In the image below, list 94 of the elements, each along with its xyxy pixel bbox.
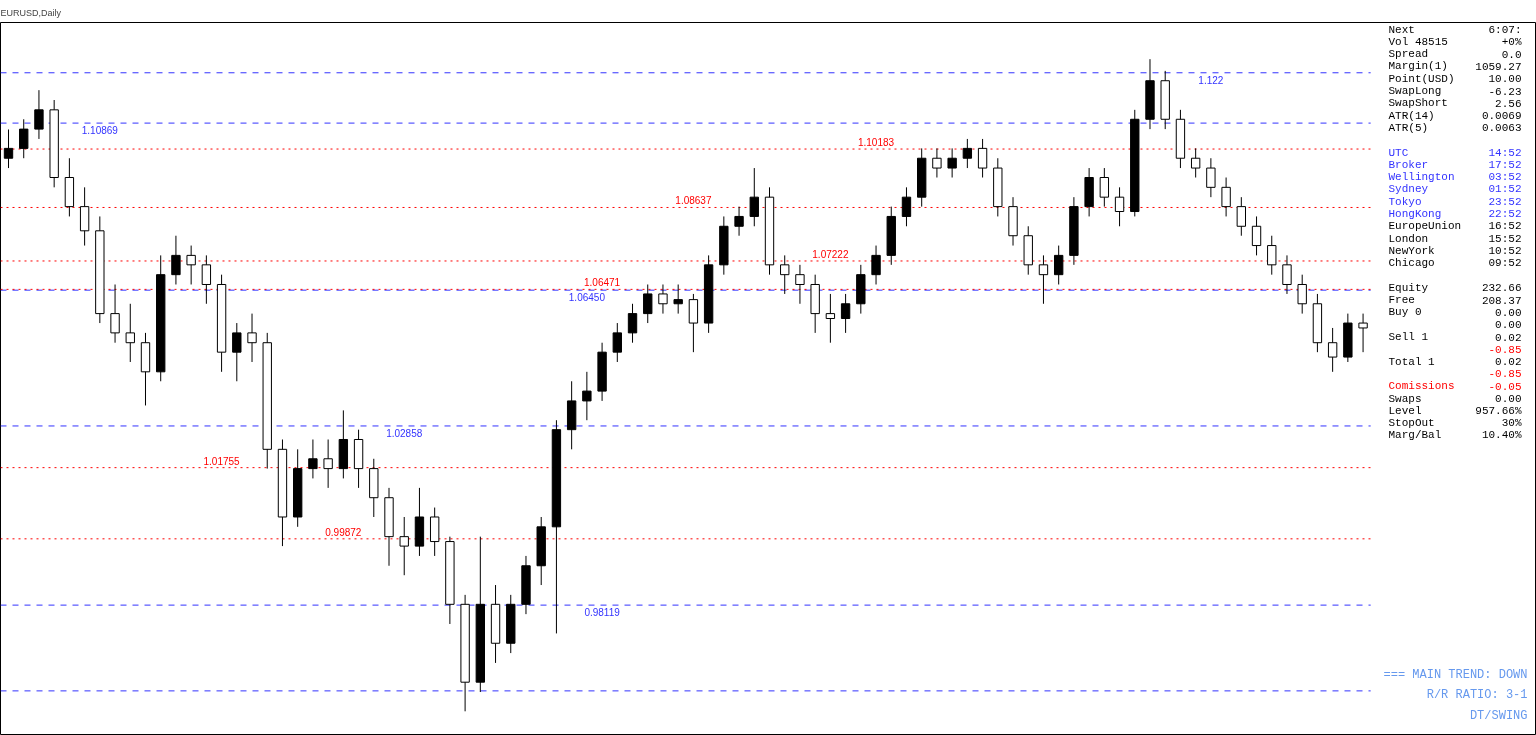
candlestick bbox=[110, 283, 120, 344]
text: R/R RATIO: 3-1 bbox=[1426, 688, 1528, 702]
candlestick bbox=[3, 128, 14, 169]
candlestick bbox=[901, 186, 912, 227]
candlestick bbox=[688, 293, 699, 353]
candlestick bbox=[749, 167, 759, 227]
text: 0.00 bbox=[1495, 319, 1522, 332]
ref-line-label: 0.98119 bbox=[584, 607, 621, 619]
candlestick bbox=[19, 118, 29, 159]
candlestick bbox=[1053, 245, 1064, 285]
text: Swaps 0.00 bbox=[1388, 392, 1522, 405]
candlestick bbox=[1206, 157, 1216, 198]
candlestick bbox=[795, 264, 805, 305]
text: DT/SWING bbox=[1469, 708, 1528, 723]
candlestick bbox=[1251, 215, 1262, 256]
text: EuropeUnion 16:52 bbox=[1388, 220, 1522, 233]
candlestick bbox=[34, 89, 44, 140]
candlestick bbox=[977, 138, 988, 178]
candlestick bbox=[658, 283, 668, 315]
candlestick bbox=[582, 371, 592, 421]
text: StopOut 30% bbox=[1388, 417, 1522, 430]
ref-line-label: 1.06471 bbox=[584, 277, 621, 289]
candlestick bbox=[1114, 186, 1125, 227]
text: Equity 232.66 bbox=[1388, 281, 1522, 295]
candlestick bbox=[673, 283, 683, 315]
text: ATR(5) 0.0063 bbox=[1388, 121, 1522, 135]
candlestick bbox=[1221, 177, 1231, 217]
candlestick bbox=[247, 313, 257, 363]
candlestick bbox=[840, 293, 851, 334]
candlestick bbox=[125, 303, 135, 363]
text: HongKong 22:52 bbox=[1388, 208, 1522, 220]
candlestick bbox=[1190, 147, 1201, 178]
text: Level 957.66% bbox=[1388, 404, 1522, 417]
candlestick bbox=[308, 438, 318, 479]
text: Chicago 09:52 bbox=[1388, 257, 1522, 270]
ref-line-label: 1.08637 bbox=[675, 195, 712, 207]
candlestick bbox=[1038, 254, 1049, 305]
text: 0.00 bbox=[1495, 306, 1522, 319]
text: -0.85 bbox=[1488, 343, 1522, 356]
text: Point(USD) 10.00 bbox=[1388, 72, 1522, 86]
candlestick bbox=[1099, 167, 1110, 208]
text: Wellington 03:52 bbox=[1388, 171, 1522, 184]
candlestick bbox=[171, 235, 181, 285]
candlestick bbox=[1267, 235, 1277, 276]
text: Sell 1 0.02 bbox=[1388, 331, 1522, 344]
ref-line-label: 0.99872 bbox=[325, 526, 362, 538]
candlestick bbox=[323, 438, 333, 489]
ref-line-label: 1.10183 bbox=[857, 137, 895, 149]
text: Broker 17:52 bbox=[1388, 158, 1522, 171]
ref-line-label: 1.02858 bbox=[386, 427, 423, 439]
ref-line-label: 1.07222 bbox=[812, 248, 849, 260]
text: SwapShort 2.56 bbox=[1388, 97, 1522, 110]
ref-line-label: 1.01755 bbox=[203, 455, 241, 467]
text: London 15:52 bbox=[1388, 232, 1522, 245]
candlestick bbox=[932, 147, 942, 178]
text: Free 208.37 bbox=[1388, 294, 1522, 307]
candlestick bbox=[1297, 274, 1307, 315]
candlestick bbox=[201, 254, 212, 305]
candlestick bbox=[947, 147, 957, 178]
ref-line-label: 1.06450 bbox=[568, 292, 606, 304]
text: Buy 0 bbox=[1388, 306, 1422, 319]
candlestick bbox=[1236, 196, 1246, 237]
text: Next 6:07: bbox=[1388, 23, 1522, 36]
text: Total 1 0.02 bbox=[1388, 355, 1522, 369]
text: Spread 0.0 bbox=[1388, 48, 1522, 61]
text: SwapLong -6.23 bbox=[1388, 85, 1522, 98]
text: Sydney 01:52 bbox=[1388, 183, 1522, 196]
ref-line-label: 1.10869 bbox=[81, 125, 119, 137]
text: -0.85 bbox=[1488, 368, 1522, 381]
text: ATR(14) 0.0069 bbox=[1388, 109, 1522, 123]
chart-title: EURUSD,Daily bbox=[0, 7, 62, 18]
candlestick bbox=[780, 254, 790, 295]
text: UTC 14:52 bbox=[1388, 146, 1522, 159]
text: NewYork 10:52 bbox=[1388, 244, 1522, 257]
text: === MAIN TREND: DOWN bbox=[1383, 667, 1528, 682]
ref-line-label: 1.122 bbox=[1198, 74, 1224, 86]
candlestick bbox=[871, 245, 881, 285]
candlestick bbox=[643, 283, 653, 324]
candlestick bbox=[186, 245, 196, 285]
candlestick bbox=[825, 293, 836, 344]
candlestick bbox=[1358, 313, 1368, 353]
candlestick bbox=[612, 322, 622, 363]
text: Margin(1) 1059.27 bbox=[1388, 60, 1522, 73]
text: Marg/Bal 10.40% bbox=[1388, 429, 1522, 442]
candlestick bbox=[1282, 254, 1292, 295]
candlestick bbox=[1327, 327, 1338, 373]
candlestick bbox=[627, 303, 638, 344]
text: Comissions -0.05 bbox=[1388, 380, 1522, 393]
candlestick bbox=[962, 138, 973, 169]
text: Vol 48515 +0% bbox=[1388, 35, 1522, 48]
text: Tokyo 23:52 bbox=[1388, 195, 1522, 208]
candlestick bbox=[734, 206, 744, 237]
candlestick bbox=[232, 322, 242, 382]
candlestick bbox=[399, 516, 409, 576]
